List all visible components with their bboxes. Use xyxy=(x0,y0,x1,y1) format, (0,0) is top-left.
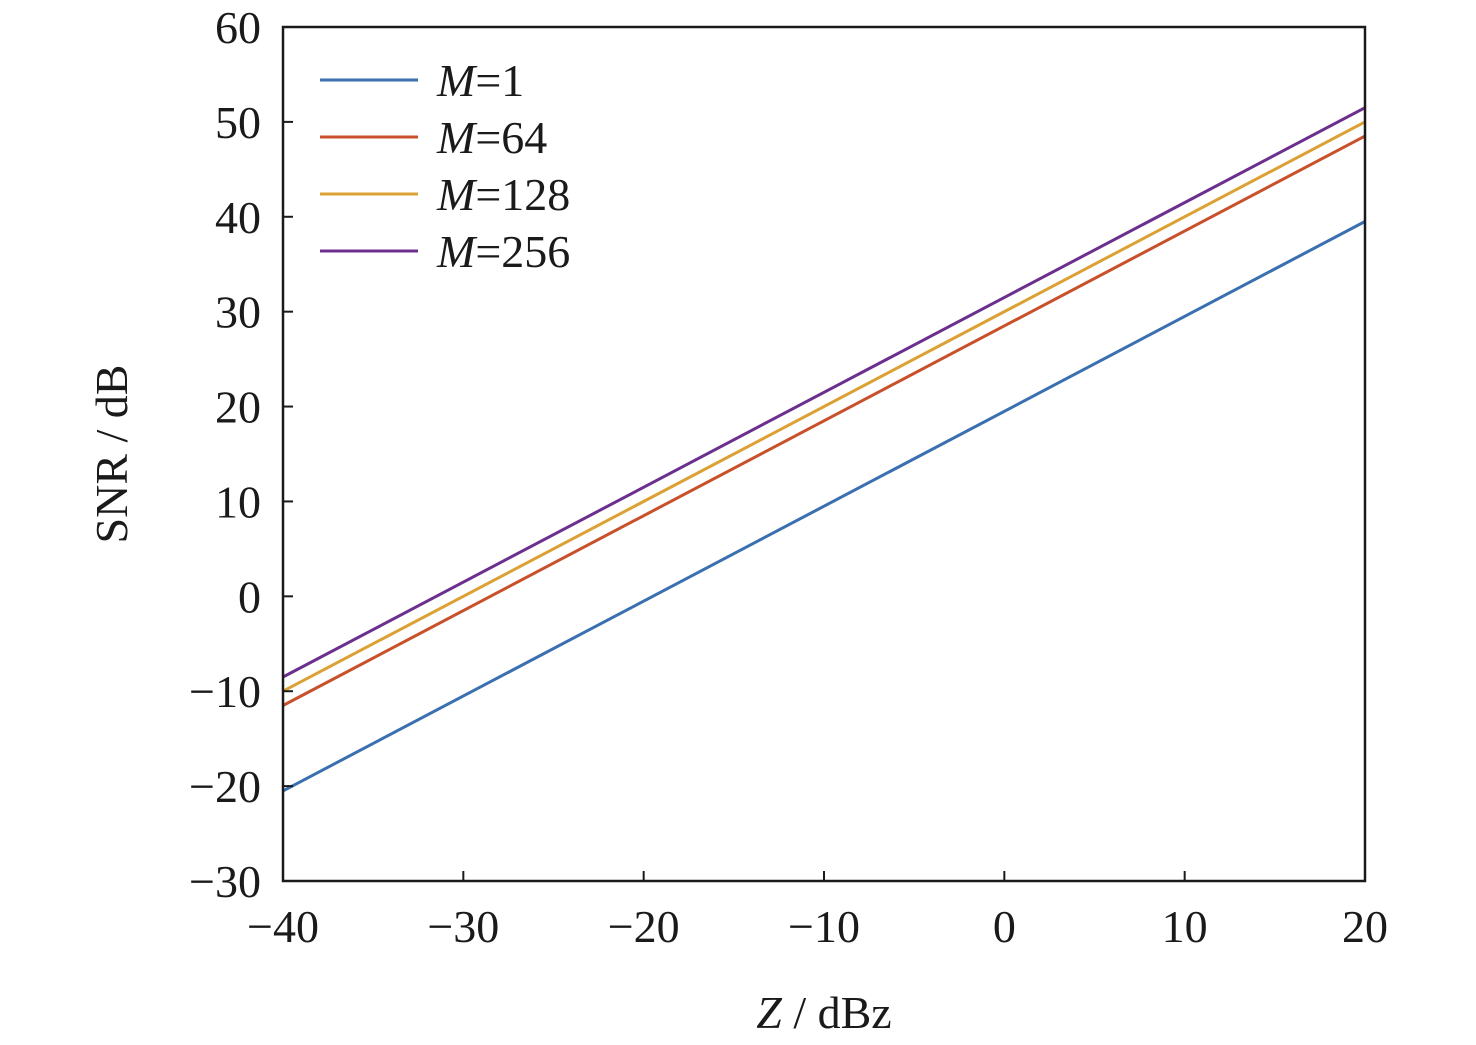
y-tick-label: 40 xyxy=(215,192,261,243)
legend-label-1: M=64 xyxy=(436,112,547,163)
x-tick-label: 20 xyxy=(1342,901,1388,952)
legend-label-2: M=128 xyxy=(436,169,570,220)
y-tick-label: 20 xyxy=(215,382,261,433)
legend-label-variable: M xyxy=(436,55,478,106)
y-tick-label: −20 xyxy=(189,761,261,812)
y-tick-label: 0 xyxy=(238,571,261,622)
x-tick-label: 0 xyxy=(993,901,1016,952)
x-tick-label: −30 xyxy=(427,901,499,952)
y-tick-label: 50 xyxy=(215,97,261,148)
x-axis: −40 −30 −20 −10 0 10 20 xyxy=(247,871,1388,952)
series-line-2 xyxy=(282,120,1366,693)
x-axis-title: Z / dBz xyxy=(756,987,891,1038)
legend-label-variable: M xyxy=(436,112,478,163)
series-line-1 xyxy=(282,134,1366,707)
x-tick-label: −10 xyxy=(788,901,860,952)
y-axis-title: SNR / dB xyxy=(86,365,137,544)
legend-label-variable: M xyxy=(436,169,478,220)
y-axis: −30 −20 −10 0 10 20 30 40 50 60 xyxy=(189,2,293,907)
series-line-0 xyxy=(282,220,1366,793)
legend-label-variable: M xyxy=(436,226,478,277)
legend-label-0: M=1 xyxy=(436,55,524,106)
series-lines xyxy=(282,106,1366,793)
x-axis-title-variable: Z xyxy=(756,987,782,1038)
legend-label-value: =1 xyxy=(475,55,524,106)
legend-label-3: M=256 xyxy=(436,226,570,277)
y-tick-label: 60 xyxy=(215,2,261,53)
y-tick-label: −10 xyxy=(189,666,261,717)
y-tick-label: 10 xyxy=(215,476,261,527)
y-tick-label: 30 xyxy=(215,287,261,338)
series-line-3 xyxy=(282,106,1366,679)
legend-label-value: =256 xyxy=(475,226,570,277)
x-tick-label: −40 xyxy=(247,901,319,952)
x-axis-title-unit: / dBz xyxy=(782,987,892,1038)
x-tick-label: −20 xyxy=(608,901,680,952)
legend-label-value: =64 xyxy=(475,112,547,163)
x-tick-label: 10 xyxy=(1162,901,1208,952)
y-tick-label: −30 xyxy=(189,856,261,907)
legend-label-value: =128 xyxy=(475,169,570,220)
